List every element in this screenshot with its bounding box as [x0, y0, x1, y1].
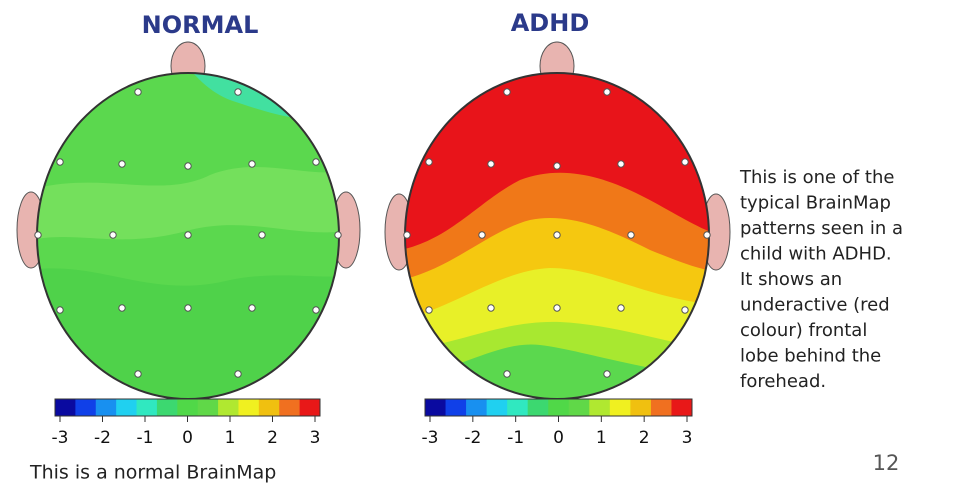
description-line: typical BrainMap: [740, 193, 891, 214]
scale-swatch: [609, 399, 631, 416]
electrode: [487, 160, 495, 168]
scale-label: 0: [553, 428, 564, 448]
scale-swatch: [299, 399, 321, 416]
electrode: [134, 370, 142, 378]
scale-swatch: [671, 399, 693, 416]
scale-swatch: [116, 399, 138, 416]
scale-swatch: [445, 399, 467, 416]
scale-swatch: [548, 399, 570, 416]
electrode: [487, 304, 495, 312]
scale-swatch: [589, 399, 611, 416]
description-line: underactive (red: [740, 295, 890, 316]
scale-swatch: [238, 399, 260, 416]
scale-label: 2: [267, 428, 278, 448]
scale-swatch: [218, 399, 239, 416]
page-number: 12: [873, 451, 900, 475]
description-line: child with ADHD.: [740, 244, 892, 265]
electrodes: [34, 88, 711, 378]
scale-label: 3: [310, 428, 321, 448]
description-line: forehead.: [740, 371, 826, 392]
scale-swatch: [466, 399, 488, 416]
electrode: [258, 231, 266, 239]
electrode: [681, 306, 689, 314]
electrode: [134, 88, 142, 96]
scale-label: -3: [422, 428, 439, 448]
scale-swatch: [55, 399, 76, 416]
electrode: [553, 231, 561, 239]
description-line: patterns seen in a: [740, 218, 903, 239]
electrode: [56, 306, 64, 314]
electrode: [312, 306, 320, 314]
scale-label: 1: [596, 428, 607, 448]
electrode: [109, 231, 117, 239]
electrode: [617, 304, 625, 312]
scale-label: 0: [182, 428, 193, 448]
scale-swatch: [95, 399, 117, 416]
electrode: [118, 304, 126, 312]
electrode: [248, 160, 256, 168]
description-line: colour) frontal: [740, 320, 867, 341]
description-line: It shows an: [740, 269, 842, 290]
electrode: [184, 162, 192, 170]
scale-swatch: [75, 399, 97, 416]
description: This is one of the typical BrainMap patter…: [739, 167, 903, 392]
electrode: [681, 158, 689, 166]
electrode: [403, 231, 411, 239]
electrode: [627, 231, 635, 239]
scale-swatch: [177, 399, 199, 416]
electrode: [248, 304, 256, 312]
electrode: [184, 304, 192, 312]
scale-label: -3: [52, 428, 69, 448]
description-line: lobe behind the: [740, 346, 881, 367]
electrode: [478, 231, 486, 239]
map-title: NORMAL: [142, 11, 259, 39]
electrode: [312, 158, 320, 166]
scale-label: 3: [682, 428, 693, 448]
electrode: [603, 370, 611, 378]
electrode: [56, 158, 64, 166]
scale-swatch: [568, 399, 590, 416]
electrode: [184, 231, 192, 239]
scale-label: -2: [464, 428, 481, 448]
caption: This is a normal BrainMap: [29, 462, 276, 484]
scale-swatch: [507, 399, 529, 416]
electrode: [425, 158, 433, 166]
description-line: This is one of the: [739, 167, 894, 188]
scale-label: -1: [137, 428, 154, 448]
scale-swatch: [136, 399, 158, 416]
scale-swatch: [486, 399, 508, 416]
electrode: [603, 88, 611, 96]
scale-swatch: [258, 399, 280, 416]
electrode: [553, 304, 561, 312]
electrode: [503, 88, 511, 96]
scale-swatch: [425, 399, 447, 416]
electrode: [234, 370, 242, 378]
electrode: [34, 231, 42, 239]
scale-label: 2: [639, 428, 650, 448]
electrode: [425, 306, 433, 314]
normal-head: [16, 41, 361, 400]
color-scales: -3 -2 -1 0 1 2 3 -3 -2 -1 0 1 2 3: [52, 398, 693, 448]
adhd-head: [384, 41, 731, 400]
scale-label: 1: [225, 428, 236, 448]
electrode: [118, 160, 126, 168]
scale-swatch: [197, 399, 219, 416]
scale-label: -1: [507, 428, 524, 448]
scale-swatch: [156, 399, 178, 416]
scale-label: -2: [94, 428, 111, 448]
electrode: [234, 88, 242, 96]
scale-swatch: [279, 399, 301, 416]
electrode: [334, 231, 342, 239]
electrode: [503, 370, 511, 378]
scale-swatch: [650, 399, 672, 416]
electrode: [617, 160, 625, 168]
map-title: ADHD: [511, 9, 590, 37]
electrode: [553, 162, 561, 170]
electrode: [703, 231, 711, 239]
scale-swatch: [527, 399, 549, 416]
scale-swatch: [630, 399, 652, 416]
